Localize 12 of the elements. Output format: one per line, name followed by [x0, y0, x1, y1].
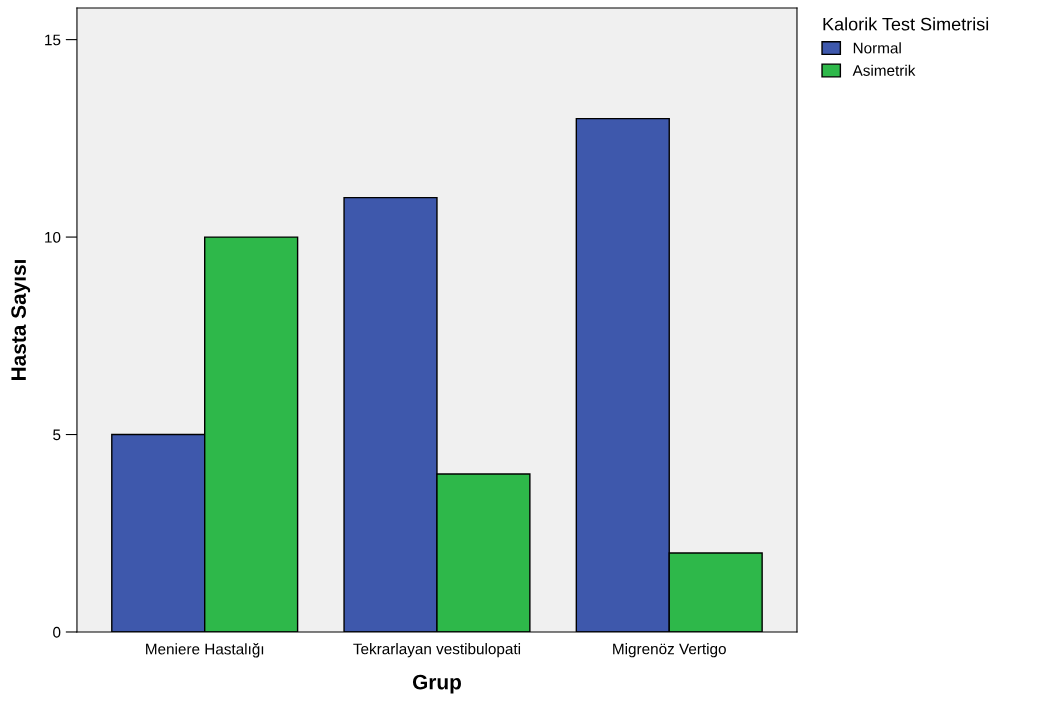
legend-label: Asimetrik	[852, 64, 916, 76]
x-tick-label: Tekrarlayan vestibulopati	[353, 643, 521, 658]
y-tick-label: 5	[53, 429, 61, 441]
x-tick-label: Meniere Hastalığı	[146, 643, 264, 658]
y-tick-label: 10	[45, 231, 61, 243]
y-tick-label: 0	[53, 626, 61, 638]
y-tick-label: 15	[45, 34, 61, 46]
x-axis-title: Grup	[412, 674, 461, 694]
legend-title: Kalorik Test Simetrisi	[823, 17, 989, 31]
y-axis-title: Hasta Sayısı	[11, 260, 31, 380]
x-tick-label: Migrenöz Vertigo	[613, 643, 726, 658]
legend-label: Normal	[853, 42, 901, 54]
